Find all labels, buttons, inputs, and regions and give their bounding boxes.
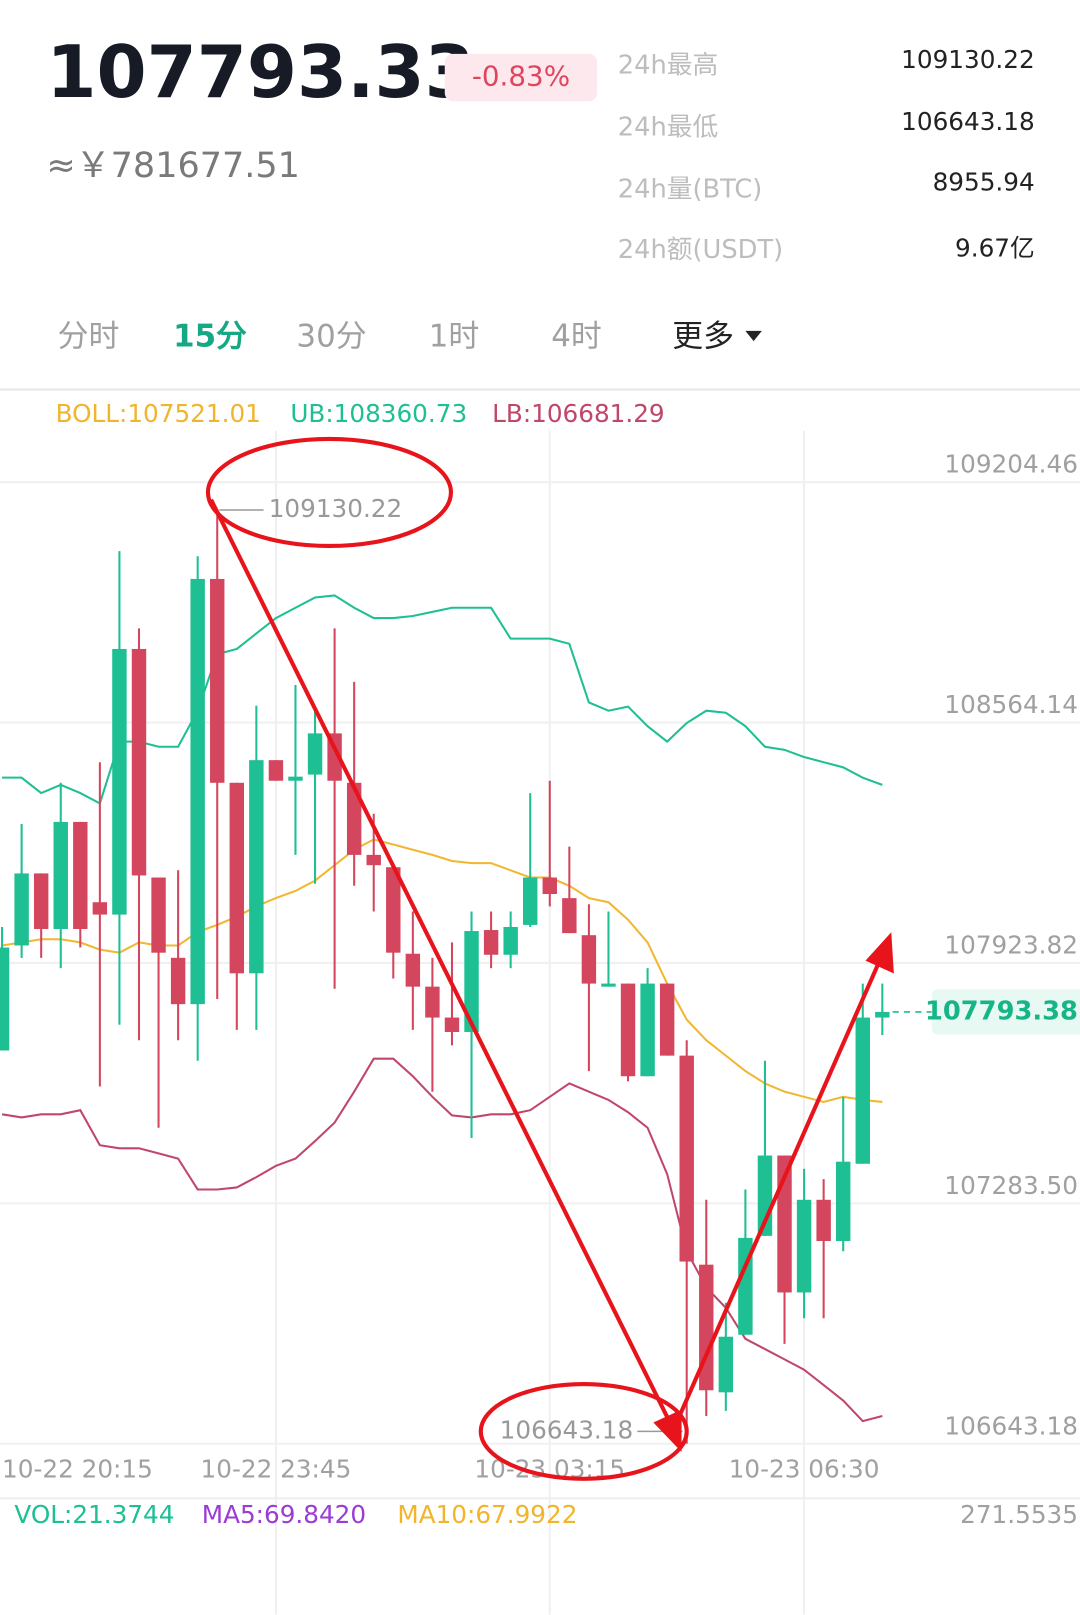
y-tick-label: 108564.14: [944, 690, 1078, 719]
candlestick-chart: 109204.46 108564.14 107923.82 107283.50 1066…: [0, 430, 1080, 1615]
boll-label: BOLL:107521.01: [56, 399, 261, 428]
stat-value: 9.67亿: [955, 233, 1035, 262]
candle-body: [855, 1017, 870, 1164]
stat-label: 24h额(USDT): [618, 235, 783, 265]
candle-body: [131, 648, 147, 876]
candle-body: [386, 867, 401, 953]
stat-label: 24h量(BTC): [618, 174, 763, 204]
annotation-arrow: [677, 946, 888, 1417]
change-pill: [444, 53, 598, 102]
candle-body: [346, 782, 362, 855]
candle-body: [816, 1199, 831, 1241]
candle-body: [33, 873, 49, 929]
last-price-label: 107793.38: [925, 996, 1078, 1026]
tab-active[interactable]: 15分: [173, 319, 247, 355]
annotations: [205, 436, 894, 1481]
x-tick-label: 10-23 06:30: [729, 1455, 880, 1484]
lb-label: LB:106681.29: [492, 399, 665, 428]
stat-value: 109130.22: [901, 45, 1035, 74]
cny-price: ≈￥781677.51: [46, 146, 300, 186]
candle-body: [0, 947, 10, 1051]
candle-body: [601, 983, 616, 987]
stat-label: 24h最低: [618, 112, 718, 142]
max-label: 109130.22: [269, 494, 403, 523]
y-tick-label: 106643.18: [944, 1411, 1078, 1440]
candle-body: [307, 733, 323, 775]
tab-more[interactable]: 更多: [672, 319, 734, 355]
candle-body: [640, 983, 655, 1077]
tab[interactable]: 分时: [58, 319, 120, 355]
dropdown-arrow: [745, 330, 762, 342]
candle-body: [112, 648, 127, 915]
candle-body: [190, 578, 205, 1005]
candle-body: [718, 1336, 734, 1393]
min-label: 106643.18: [500, 1415, 634, 1444]
x-tick-label: 10-22 20:15: [2, 1455, 153, 1484]
vol-axis-max: 271.5535: [960, 1500, 1078, 1529]
tab[interactable]: 30分: [296, 319, 366, 355]
boll-line: [1, 838, 883, 1104]
y-tick-label: 107923.82: [944, 930, 1078, 959]
candle-body: [562, 898, 577, 934]
annotation-ellipse: [478, 1381, 689, 1481]
candle-body: [92, 902, 108, 915]
candle-body: [249, 760, 264, 974]
candle-body: [620, 983, 636, 1077]
candle-body: [464, 931, 479, 1032]
change-percent: -0.83%: [472, 60, 570, 93]
ma10-label: MA10:67.9922: [397, 1500, 577, 1529]
boll-line: [2, 594, 883, 805]
arrow-head: [653, 1409, 682, 1452]
candle-body: [366, 854, 381, 866]
arrow-head: [865, 932, 894, 974]
candle-body: [503, 926, 518, 955]
vol-label: VOL:21.3744: [14, 1500, 174, 1529]
candle-body: [483, 930, 499, 955]
candle-body: [523, 877, 538, 925]
stat-value: 8955.94: [933, 168, 1035, 197]
last-price: 107793.33: [46, 30, 474, 114]
candle-body: [229, 782, 245, 974]
last-price-tag: [931, 989, 1080, 1035]
y-tick-label: 107283.50: [944, 1171, 1078, 1200]
stat-value: 106643.18: [901, 107, 1035, 136]
candle-body: [835, 1161, 851, 1241]
candle-body: [73, 821, 88, 929]
candle-body: [581, 935, 597, 984]
candle-body: [679, 1055, 694, 1262]
candle-body: [796, 1199, 812, 1293]
ma5-label: MA5:69.8420: [202, 1500, 366, 1529]
y-tick-label: 109204.46: [944, 450, 1078, 479]
candle-body: [542, 877, 557, 895]
annotation-arrow: [209, 498, 677, 1433]
tab[interactable]: 1时: [429, 319, 480, 355]
candle-body: [288, 776, 303, 781]
annotation-ellipse: [205, 436, 454, 549]
candle-body: [875, 1011, 890, 1018]
candle-body: [444, 1017, 460, 1032]
candle-body: [268, 760, 284, 781]
candle-body: [53, 821, 68, 929]
boll-line: [1, 1057, 883, 1423]
x-tick-label: 10-22 23:45: [201, 1455, 352, 1484]
candle-body: [659, 983, 675, 1056]
candle-body: [14, 873, 29, 946]
candle-body: [425, 986, 440, 1018]
candle-body: [210, 578, 225, 783]
candle-body: [405, 953, 421, 987]
ub-label: UB:108360.73: [290, 399, 467, 428]
candle-body: [170, 957, 186, 1005]
tab[interactable]: 4时: [551, 319, 602, 355]
candle-body: [151, 877, 166, 953]
stat-label: 24h最高: [618, 51, 718, 81]
